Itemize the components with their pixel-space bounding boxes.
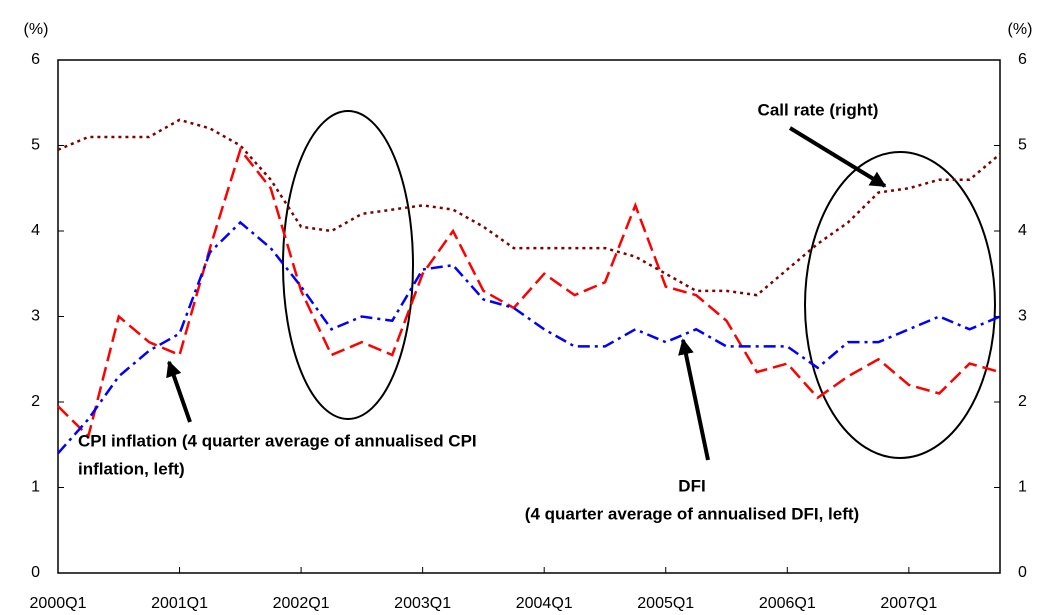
y2-tick-label: 1 — [1018, 479, 1027, 496]
x-tick-label: 2004Q1 — [516, 595, 573, 612]
x-tick-label: 2003Q1 — [394, 595, 451, 612]
y-tick-label: 1 — [31, 479, 40, 496]
annotation: DFI — [678, 476, 705, 495]
y2-tick-label: 4 — [1018, 222, 1027, 239]
y-tick-label: 2 — [31, 393, 40, 410]
line-series — [57, 147, 1001, 439]
x-tick-label: 2002Q1 — [273, 595, 330, 612]
y2-axis-unit: (%) — [1008, 21, 1033, 38]
y2-tick-label: 3 — [1018, 308, 1027, 325]
y2-tick-label: 0 — [1018, 564, 1027, 581]
arrow — [678, 338, 710, 461]
x-tick-label: 2001Q1 — [151, 595, 208, 612]
annotation: Call rate (right) — [758, 100, 879, 119]
y-tick-label: 3 — [31, 308, 40, 325]
x-tick-label: 2005Q1 — [637, 595, 694, 612]
annotation: inflation, left) — [78, 459, 185, 478]
y-tick-label: 5 — [31, 137, 40, 154]
arrow — [166, 360, 192, 423]
ellipse — [282, 110, 414, 420]
x-tick-label: 2007Q1 — [880, 595, 937, 612]
plot-frame — [57, 59, 1001, 574]
y-tick-label: 6 — [31, 51, 40, 68]
x-tick-label: 2000Q1 — [30, 595, 87, 612]
y2-tick-label: 2 — [1018, 393, 1027, 410]
y-tick-label: 4 — [31, 222, 40, 239]
y-tick-label: 0 — [31, 564, 40, 581]
y2-tick-label: 5 — [1018, 137, 1027, 154]
line-series — [57, 220, 1001, 455]
arrow — [788, 126, 887, 188]
line-series — [57, 118, 1001, 297]
ellipse — [804, 151, 996, 459]
y-axis-unit: (%) — [24, 21, 49, 38]
annotation: CPI inflation (4 quarter average of annu… — [78, 431, 477, 450]
x-tick-label: 2006Q1 — [759, 595, 816, 612]
annotation: (4 quarter average of annualised DFI, le… — [525, 504, 859, 523]
highlights — [166, 110, 996, 461]
y2-tick-label: 6 — [1018, 51, 1027, 68]
